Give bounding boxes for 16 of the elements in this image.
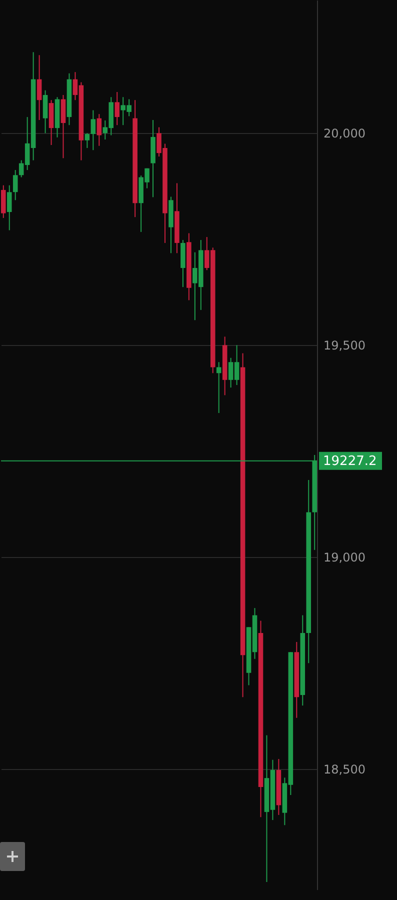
candlestick [84, 132, 90, 148]
ref-line-label: 19227.2 [323, 454, 377, 469]
y-tick-label: 19,000 [324, 550, 366, 565]
candlestick [36, 54, 42, 120]
candlestick [42, 90, 48, 134]
candlestick [60, 94, 66, 159]
candlestick [114, 92, 120, 126]
candlestick [216, 362, 222, 414]
candlestick [96, 114, 102, 146]
y-tick-label: 20,000 [324, 126, 366, 141]
candlestick [6, 184, 12, 231]
candlestick [90, 110, 96, 151]
candlestick [1, 184, 6, 218]
y-tick-label: 19,500 [324, 338, 366, 353]
candlestick [12, 170, 18, 201]
y-tick-label: 18,500 [324, 762, 366, 777]
